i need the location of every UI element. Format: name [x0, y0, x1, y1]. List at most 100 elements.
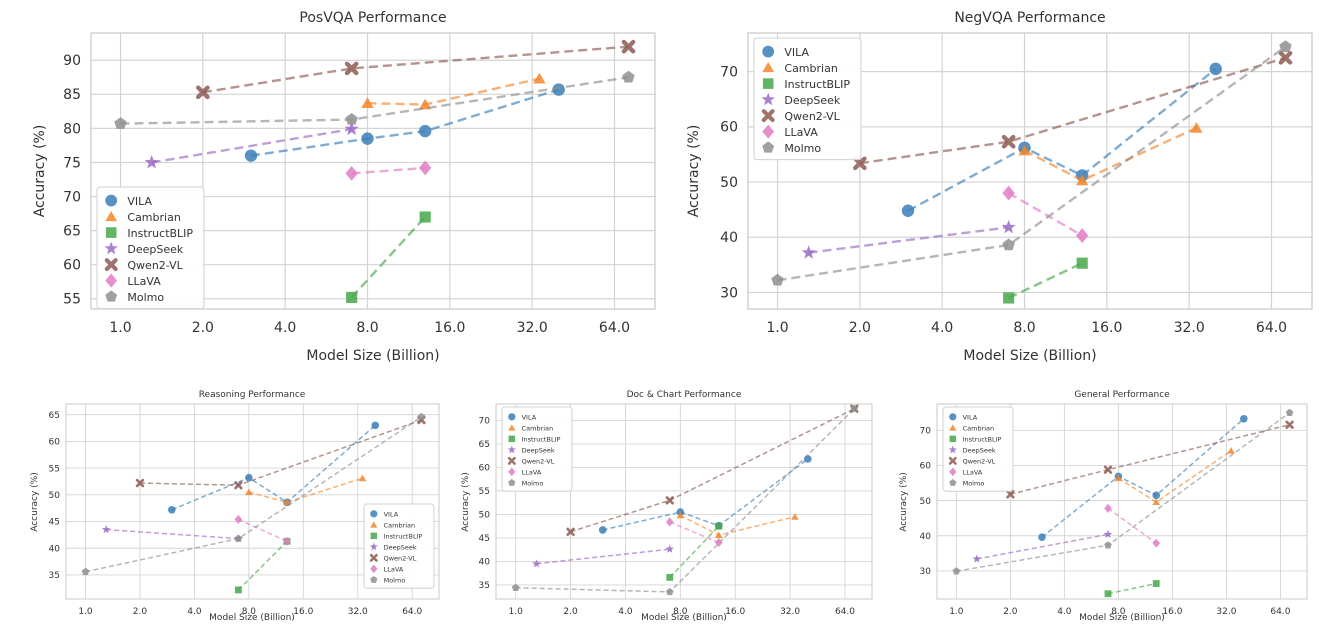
legend-label: DeepSeek	[127, 243, 184, 256]
legend-marker	[370, 564, 378, 574]
data-point	[715, 531, 723, 539]
x-tick-label: 4.0	[1057, 607, 1072, 617]
legend: VILA Cambrian InstructBLIP DeepSeek Qwen2-VL…	[501, 406, 573, 492]
data-point	[283, 536, 291, 546]
data-point	[850, 404, 859, 412]
data-point	[621, 39, 636, 54]
series-vila	[598, 455, 812, 534]
y-tick-label: 55	[479, 487, 490, 497]
y-tick-label: 80	[63, 121, 81, 137]
x-tick-label: 32.0	[348, 607, 368, 617]
x-tick-label: 16.0	[725, 607, 745, 617]
data-point	[1018, 144, 1031, 156]
y-tick-label: 55	[49, 464, 60, 474]
legend-marker	[949, 467, 957, 477]
data-point	[511, 583, 520, 591]
data-point	[244, 149, 258, 162]
legend-label: Cambrian	[384, 521, 416, 529]
data-point	[1278, 51, 1293, 65]
data-point	[1285, 408, 1294, 417]
y-tick-label: 70	[63, 189, 81, 205]
docchart-chart: Doc & Chart Performance 35 40 45 50 55 60 65 70…	[461, 390, 873, 623]
data-point	[234, 586, 242, 594]
x-tick-label: 1.0	[949, 607, 964, 617]
series-instructblip	[1104, 580, 1160, 598]
series-line	[1107, 507, 1157, 544]
legend-label: Molmo	[384, 576, 406, 584]
legend-marker	[105, 211, 118, 222]
y-tick-label: 70	[479, 417, 491, 427]
series-cambrian	[1114, 447, 1235, 505]
data-point	[665, 587, 674, 596]
legend-label: VILA	[127, 195, 152, 208]
x-tick-label: 1.0	[109, 320, 131, 336]
series-line	[238, 518, 288, 542]
data-point	[346, 291, 358, 303]
series-line	[1010, 424, 1290, 496]
series-llava	[234, 514, 291, 546]
legend-marker	[105, 290, 118, 302]
series-line	[237, 540, 288, 591]
legend-marker	[370, 521, 378, 528]
series-vila	[168, 421, 380, 514]
data-point	[344, 121, 359, 136]
series-line	[669, 525, 720, 578]
y-axis-label: Accuracy (%)	[686, 125, 702, 218]
chart-title: Doc & Chart Performance	[627, 390, 742, 400]
legend-label: InstructBLIP	[963, 435, 1002, 443]
series-llava	[1002, 185, 1089, 244]
legend-marker	[507, 456, 516, 465]
legend-label: Qwen2-VL	[522, 457, 555, 465]
data-point	[418, 160, 432, 176]
series-line	[202, 45, 629, 94]
x-tick-label: 64.0	[1256, 320, 1287, 336]
legend-marker	[369, 542, 378, 551]
chart-title: NegVQA Performance	[954, 10, 1105, 26]
data-point	[114, 117, 127, 129]
series-molmo	[952, 408, 1294, 575]
legend-marker	[508, 413, 516, 421]
y-tick-label: 30	[720, 285, 738, 301]
data-point	[1006, 490, 1015, 499]
series-line	[808, 226, 1009, 254]
x-tick-label: 8.0	[1111, 607, 1126, 617]
data-point	[1279, 40, 1292, 53]
data-point	[714, 538, 723, 548]
series-line	[570, 408, 855, 533]
data-point	[234, 534, 243, 542]
series-line	[1107, 582, 1157, 595]
data-point	[1114, 474, 1123, 482]
legend-label: Molmo	[784, 142, 821, 155]
y-tick-label: 60	[479, 464, 491, 474]
x-tick-label: 16.0	[1091, 320, 1122, 336]
y-tick-label: 35	[49, 571, 60, 581]
data-point	[1104, 541, 1112, 549]
data-point	[566, 527, 575, 536]
data-point	[665, 544, 675, 553]
series-deepseek	[972, 529, 1113, 563]
legend-box	[501, 406, 573, 492]
legend-marker	[370, 532, 378, 540]
data-point	[665, 496, 674, 505]
legend-label: VILA	[522, 413, 537, 421]
legend-label: LLaVA	[784, 126, 818, 139]
data-point	[552, 83, 565, 96]
legend-label: Cambrian	[963, 424, 995, 432]
series-qwen2-vl	[566, 404, 859, 536]
data-point	[344, 61, 359, 76]
y-tick-label: 40	[49, 544, 61, 554]
data-point	[1104, 503, 1112, 513]
data-point	[1240, 414, 1248, 423]
chart-title: Reasoning Performance	[199, 390, 306, 400]
y-tick-label: 35	[479, 581, 490, 591]
data-point	[803, 455, 812, 463]
y-tick-label: 90	[63, 53, 81, 69]
legend-marker	[949, 413, 957, 421]
legend-label: LLaVA	[127, 275, 161, 288]
y-tick-label: 60	[720, 120, 738, 136]
data-point	[622, 70, 635, 83]
y-tick-label: 50	[479, 511, 491, 521]
series-line	[602, 458, 809, 531]
data-point	[715, 522, 723, 530]
legend-marker	[508, 424, 516, 431]
